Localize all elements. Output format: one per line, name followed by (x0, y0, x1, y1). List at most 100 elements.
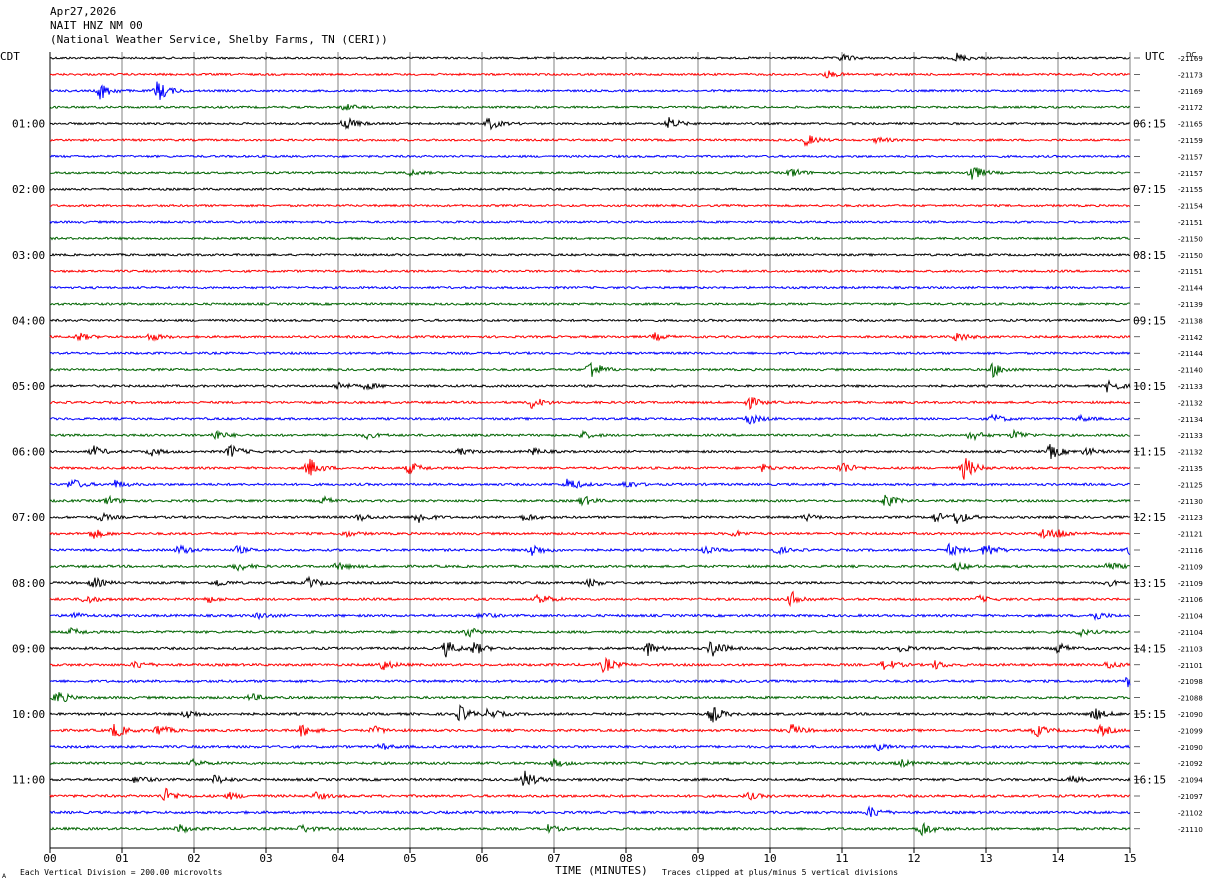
trace-row-6 (49, 135, 1131, 147)
trace-row-45 (49, 770, 1131, 786)
seismic-traces (49, 52, 1131, 837)
trace-row-4 (49, 104, 1131, 111)
x-tick-label: 00 (43, 852, 56, 865)
dc-offset-label: -21090 (1178, 744, 1203, 752)
location-label: (National Weather Service, Shelby Farms,… (50, 33, 388, 46)
trace-row-15 (49, 285, 1131, 290)
dc-offset-label: -21110 (1178, 826, 1203, 834)
left-timezone-label: CDT (0, 50, 20, 63)
right-hour-label: 09:15 (1133, 314, 1166, 327)
x-axis-title: TIME (MINUTES) (555, 864, 648, 877)
dc-offset-label: -21169 (1178, 55, 1203, 63)
dc-offset-label: -21132 (1178, 449, 1203, 457)
dc-offset-label: -21134 (1178, 416, 1203, 424)
dc-offset-label: -21135 (1178, 465, 1203, 473)
trace-row-36 (49, 627, 1131, 638)
dc-offset-label: -21088 (1178, 695, 1203, 703)
trace-row-39 (49, 676, 1131, 688)
trace-row-16 (49, 301, 1131, 307)
dc-offset-label: -21121 (1178, 531, 1203, 539)
left-hour-label: 01:00 (12, 118, 45, 131)
right-hour-label: 11:15 (1133, 446, 1166, 459)
dc-offset-label: -21098 (1178, 678, 1203, 686)
dc-offset-label: -21092 (1178, 760, 1203, 768)
right-hour-label: 15:15 (1133, 708, 1166, 721)
x-tick-label: 03 (259, 852, 272, 865)
trace-row-41 (49, 704, 1131, 723)
trace-row-11 (49, 219, 1131, 225)
dc-offset-label: -21142 (1178, 334, 1203, 342)
trace-row-29 (49, 511, 1131, 524)
trace-row-33 (49, 575, 1131, 589)
dc-offset-label: -21150 (1178, 252, 1203, 260)
left-hour-label: 09:00 (12, 642, 45, 655)
dc-offset-label: -21094 (1178, 777, 1203, 785)
right-hour-label: 14:15 (1133, 642, 1166, 655)
x-tick-label: 08 (619, 852, 632, 865)
corner-mark: A (2, 873, 7, 880)
axis-labels: 00 01 02 03 04 05 06 07 08 09 10 11 12 13 14 15 -21169 -2… (12, 55, 1203, 865)
right-hour-label: 13:15 (1133, 577, 1166, 590)
left-hour-label: 02:00 (12, 183, 45, 196)
trace-row-3 (49, 81, 1130, 100)
right-hour-label: 07:15 (1133, 183, 1166, 196)
x-tick-label: 10 (763, 852, 776, 865)
trace-row-7 (49, 154, 1131, 159)
trace-row-2 (49, 70, 1131, 79)
dc-offset-label: -21125 (1178, 481, 1203, 489)
trace-row-38 (49, 656, 1131, 674)
x-tick-label: 13 (979, 852, 992, 865)
left-hour-label: 05:00 (12, 380, 45, 393)
dc-offset-label: -21104 (1178, 613, 1203, 621)
right-hour-label: 16:15 (1133, 774, 1166, 787)
trace-row-1 (49, 52, 1131, 62)
left-hour-label: 06:00 (12, 446, 45, 459)
left-hour-label: 03:00 (12, 249, 45, 262)
dc-label: DC (1186, 51, 1196, 59)
trace-row-42 (49, 723, 1131, 738)
dc-offset-label: -21169 (1178, 88, 1203, 96)
trace-row-25 (49, 444, 1131, 460)
left-hour-label: 10:00 (12, 708, 45, 721)
x-tick-label: 01 (115, 852, 128, 865)
trace-row-40 (49, 692, 1131, 703)
dc-offset-label: -21090 (1178, 711, 1203, 719)
trace-row-47 (49, 805, 1131, 818)
trace-row-37 (49, 641, 1131, 658)
dc-offset-label: -21154 (1178, 203, 1203, 211)
dc-offset-label: -21172 (1178, 104, 1203, 112)
dc-offset-label: -21139 (1178, 301, 1203, 309)
x-tick-label: 14 (1051, 852, 1065, 865)
dc-offset-label: -21116 (1178, 547, 1203, 555)
x-tick-label: 05 (403, 852, 416, 865)
dc-offset-label: -21109 (1178, 580, 1203, 588)
trace-row-8 (49, 167, 1131, 180)
x-tick-label: 07 (547, 852, 560, 865)
dc-offset-label: -21101 (1178, 662, 1203, 670)
trace-row-26 (49, 458, 1131, 480)
dc-offset-label: -21159 (1178, 137, 1203, 145)
dc-offset-label: -21097 (1178, 793, 1203, 801)
trace-row-19 (49, 350, 1131, 356)
trace-row-22 (49, 397, 1131, 411)
right-timezone-label: UTC (1145, 50, 1165, 63)
x-tick-label: 02 (187, 852, 200, 865)
trace-row-44 (49, 758, 1131, 769)
trace-row-12 (49, 236, 1131, 241)
dc-offset-label: -21106 (1178, 596, 1203, 604)
dc-offset-label: -21165 (1178, 121, 1203, 129)
left-hour-label: 08:00 (12, 577, 45, 590)
trace-row-9 (49, 187, 1130, 192)
dc-offset-label: -21157 (1178, 153, 1203, 161)
trace-row-21 (49, 379, 1131, 393)
trace-row-20 (49, 361, 1131, 379)
right-hour-label: 06:15 (1133, 118, 1166, 131)
dc-offset-label: -21123 (1178, 514, 1203, 522)
dc-offset-label: -21144 (1178, 350, 1203, 358)
dc-offset-label: -21150 (1178, 235, 1203, 243)
dc-offset-label: -21173 (1178, 71, 1203, 79)
trace-row-34 (49, 590, 1131, 608)
dc-offset-label: -21133 (1178, 383, 1203, 391)
left-hour-label: 04:00 (12, 314, 45, 327)
